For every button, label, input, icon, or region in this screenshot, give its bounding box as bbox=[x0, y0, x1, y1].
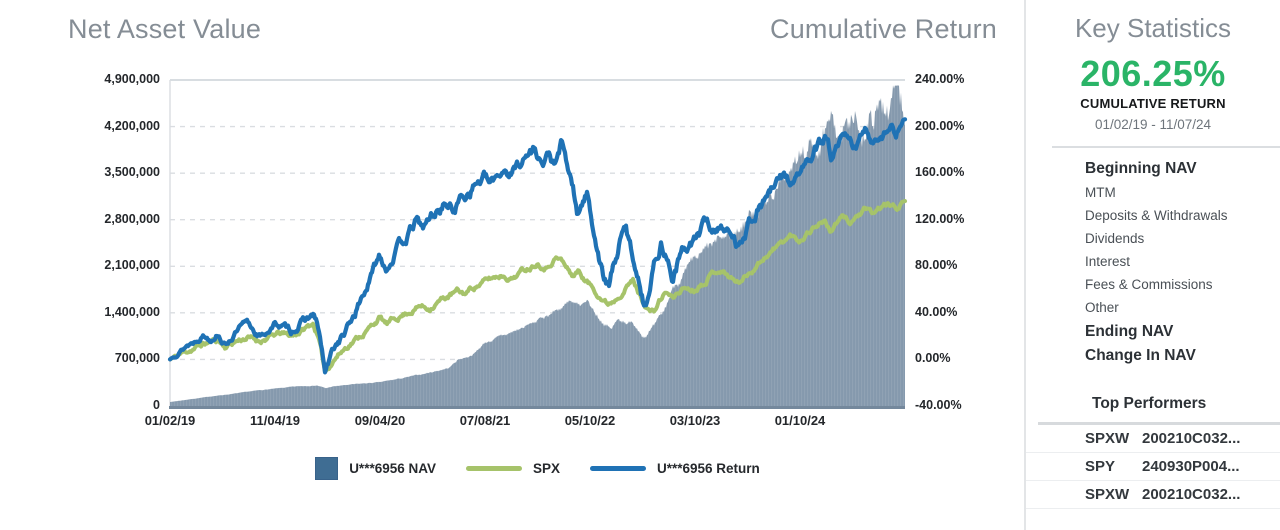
x-axis-tick: 03/10/23 bbox=[669, 413, 721, 428]
breakdown-item-deposits-withdrawals: Deposits & Withdrawals bbox=[1085, 208, 1228, 223]
nav-breakdown-list: Beginning NAV MTM Deposits & Withdrawals… bbox=[1085, 160, 1280, 365]
cumulative-return-value: 206.25% bbox=[1080, 53, 1226, 94]
legend-item-nav[interactable]: U***6956 NAV bbox=[315, 457, 436, 480]
return-chart-title: Cumulative Return bbox=[770, 14, 997, 44]
performer-contract: 240930P004... bbox=[1142, 458, 1240, 475]
x-axis-tick: 01/10/24 bbox=[774, 413, 826, 428]
performer-symbol: SPXW bbox=[1085, 430, 1130, 447]
key-statistics-panel: Key Statistics 206.25% CUMULATIVE RETURN… bbox=[1026, 0, 1280, 530]
top-performers-title: Top Performers bbox=[1092, 395, 1207, 412]
x-axis-tick: 09/04/20 bbox=[354, 413, 406, 428]
y-axis-left-tick: 2,100,000 bbox=[104, 258, 160, 272]
breakdown-item-fees-commissions: Fees & Commissions bbox=[1085, 277, 1213, 292]
y-axis-right-tick: 0.00% bbox=[915, 351, 951, 365]
y-axis-left-tick: 4,200,000 bbox=[104, 119, 160, 133]
y-axis-right-tick: 200.00% bbox=[915, 119, 965, 133]
y-axis-left-tick: 700,000 bbox=[114, 351, 160, 365]
panel-divider bbox=[1024, 0, 1026, 530]
performer-symbol: SPY bbox=[1085, 458, 1116, 475]
x-axis-tick: 05/10/22 bbox=[564, 413, 616, 428]
y-axis-right-tick: 240.00% bbox=[915, 72, 965, 86]
performer-symbol: SPXW bbox=[1085, 486, 1130, 503]
y-axis-left-tick: 3,500,000 bbox=[104, 165, 160, 179]
top-performer-row[interactable]: SPXW 200210C032... bbox=[1026, 425, 1280, 453]
y-axis-left-tick: 1,400,000 bbox=[104, 305, 160, 319]
key-statistics-title: Key Statistics bbox=[1074, 13, 1232, 43]
performer-contract: 200210C032... bbox=[1142, 486, 1241, 503]
top-performer-row[interactable]: SPXW 200210C032... bbox=[1026, 481, 1280, 509]
x-axis-tick: 01/02/19 bbox=[144, 413, 196, 428]
y-axis-left-tick: 0 bbox=[153, 398, 160, 412]
x-axis-tick: 07/08/21 bbox=[459, 413, 511, 428]
y-axis-left-tick: 2,800,000 bbox=[104, 212, 160, 226]
section-divider bbox=[1038, 422, 1280, 425]
section-divider bbox=[1052, 146, 1280, 148]
y-axis-right-tick: 80.00% bbox=[915, 258, 958, 272]
breakdown-item-interest: Interest bbox=[1085, 254, 1131, 269]
breakdown-item-other: Other bbox=[1085, 300, 1119, 315]
legend-label: U***6956 NAV bbox=[349, 461, 436, 476]
spx-line-swatch-icon bbox=[465, 466, 522, 471]
legend-label: U***6956 Return bbox=[657, 461, 760, 476]
y-axis-right-tick: 40.00% bbox=[915, 305, 958, 319]
y-axis-right-tick: 120.00% bbox=[915, 212, 965, 226]
nav-return-chart-plot[interactable] bbox=[0, 0, 1020, 460]
breakdown-item-change-in-nav: Change In NAV bbox=[1085, 347, 1196, 364]
breakdown-item-mtm: MTM bbox=[1085, 185, 1116, 200]
y-axis-right-tick: 160.00% bbox=[915, 165, 965, 179]
nav-area-swatch-icon bbox=[315, 457, 339, 480]
breakdown-item-dividends: Dividends bbox=[1085, 231, 1145, 246]
top-performer-row[interactable]: SPY 240930P004... bbox=[1026, 453, 1280, 481]
cumulative-return-label: CUMULATIVE RETURN bbox=[1080, 96, 1226, 111]
legend-item-spx[interactable]: SPX bbox=[465, 461, 560, 476]
performer-contract: 200210C032... bbox=[1142, 430, 1241, 447]
breakdown-item-ending-nav: Ending NAV bbox=[1085, 323, 1174, 340]
breakdown-item-beginning-nav: Beginning NAV bbox=[1085, 160, 1197, 177]
y-axis-left-tick: 4,900,000 bbox=[104, 72, 160, 86]
return-line-swatch-icon bbox=[590, 466, 646, 471]
chart-legend: U***6956 NAV SPX U***6956 Return bbox=[170, 457, 905, 480]
date-range: 01/02/19 - 11/07/24 bbox=[1094, 117, 1212, 132]
y-axis-right-tick: -40.00% bbox=[915, 398, 962, 412]
x-axis-tick: 11/04/19 bbox=[250, 413, 300, 428]
nav-chart-title: Net Asset Value bbox=[68, 14, 262, 44]
legend-item-return[interactable]: U***6956 Return bbox=[590, 461, 760, 476]
legend-label: SPX bbox=[532, 461, 560, 476]
